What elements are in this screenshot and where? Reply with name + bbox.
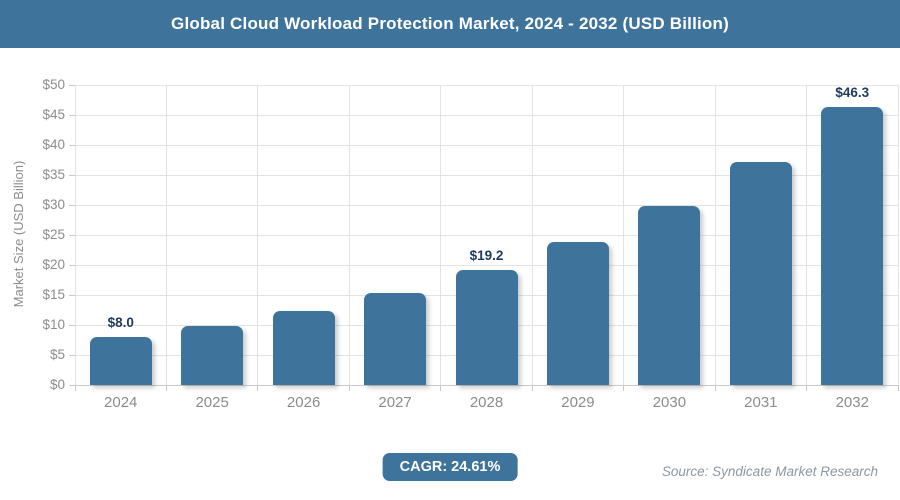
y-tick (69, 294, 75, 296)
bar (729, 162, 792, 385)
x-tick-label: 2032 (835, 394, 869, 411)
y-tick-label: $5 (49, 347, 65, 362)
h-gridline (75, 204, 898, 206)
v-gridline (440, 85, 442, 385)
y-tick (69, 144, 75, 146)
bar (181, 325, 244, 385)
h-gridline (75, 144, 898, 146)
v-gridline (257, 85, 259, 385)
plot-area: Market Size (USD Billion) $0 $5 $10 $15 $20 $… (11, 77, 899, 411)
v-gridline (165, 85, 167, 385)
bar-value-label: $19.2 (469, 247, 504, 263)
bar-value-label: $8.0 (107, 315, 134, 330)
x-tick-label: 2024 (104, 394, 138, 411)
x-tick (806, 385, 808, 391)
bar (89, 337, 152, 385)
y-tick-label: $40 (42, 137, 65, 152)
h-gridline (75, 84, 898, 86)
y-tick-label: $15 (42, 287, 65, 302)
v-gridline (348, 85, 350, 385)
bar (364, 292, 427, 385)
y-tick (69, 264, 75, 266)
v-gridline (531, 85, 533, 385)
v-gridline (74, 85, 76, 385)
cagr-badge: CAGR: 24.61% (382, 453, 518, 481)
x-tick (897, 385, 899, 391)
y-tick-label: $50 (42, 77, 65, 92)
y-tick (69, 204, 75, 206)
chart-title: Global Cloud Workload Protection Market,… (171, 14, 729, 33)
x-tick-label: 2031 (744, 394, 778, 411)
x-tick (714, 385, 716, 391)
y-tick (69, 234, 75, 236)
x-tick (440, 385, 442, 391)
y-tick-label: $35 (42, 167, 65, 182)
y-tick-label: $30 (42, 197, 65, 212)
source-attribution: Source: Syndicate Market Research (661, 464, 878, 479)
h-gridline (75, 384, 898, 386)
x-tick (531, 385, 533, 391)
v-gridline (897, 85, 899, 385)
y-tick-label: $10 (42, 317, 65, 332)
bar (455, 269, 518, 385)
y-tick-label: $0 (49, 377, 65, 392)
x-tick (348, 385, 350, 391)
y-tick-label: $45 (42, 107, 65, 122)
x-tick (165, 385, 167, 391)
h-gridline (75, 114, 898, 116)
x-tick-label: 2027 (378, 394, 412, 411)
x-tick-label: 2030 (652, 394, 687, 411)
bar (272, 311, 335, 385)
y-tick (69, 114, 75, 116)
bar (821, 107, 884, 385)
v-gridline (714, 85, 716, 385)
x-tick-label: 2026 (286, 394, 321, 411)
x-tick-label: 2028 (469, 394, 504, 411)
v-gridline (623, 85, 625, 385)
y-tick-label: $20 (42, 257, 65, 272)
v-gridline (806, 85, 808, 385)
y-tick (69, 174, 75, 176)
y-tick (69, 324, 75, 326)
x-tick (623, 385, 625, 391)
bar-value-label: $46.3 (835, 85, 870, 101)
y-tick (69, 354, 75, 356)
x-tick-label: 2029 (561, 394, 595, 411)
h-gridline (75, 174, 898, 176)
x-tick (257, 385, 259, 391)
y-tick (69, 84, 75, 86)
x-tick-label: 2025 (195, 394, 229, 411)
bar (546, 241, 609, 385)
y-tick-label: $25 (42, 227, 65, 242)
y-tick (69, 384, 75, 386)
chart-title-bar: Global Cloud Workload Protection Market,… (0, 0, 900, 48)
h-gridline (75, 264, 898, 266)
h-gridline (75, 234, 898, 236)
x-tick (74, 385, 76, 391)
bar (638, 206, 701, 385)
